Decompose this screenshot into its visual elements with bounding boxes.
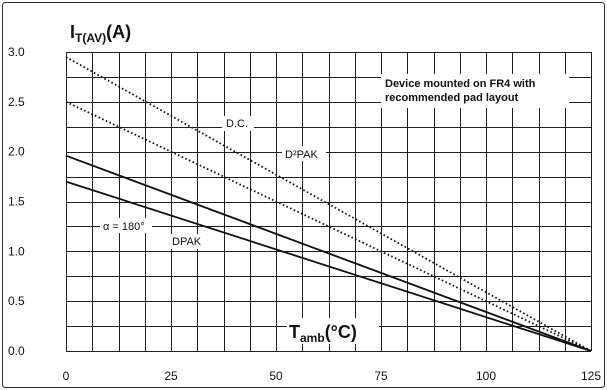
- x-tick-labels: 0 25 50 75 100 125: [63, 369, 602, 383]
- series-line-d-pak: [65, 100, 592, 352]
- x-tick-label: 100: [476, 369, 496, 383]
- y-tick-label: 0.0: [8, 344, 25, 358]
- x-tick-label: 50: [269, 369, 283, 383]
- series-label-bg: [170, 234, 206, 249]
- y-tick-label: 3.0: [8, 45, 25, 59]
- y-tick-labels: 0.0 0.5 1.0 1.5 2.0 2.5 3.0: [8, 45, 25, 358]
- y-tick-label: 1.0: [8, 244, 25, 258]
- x-tick-label: 25: [164, 369, 178, 383]
- x-tick-label: 125: [581, 369, 601, 383]
- x-axis-label-bg: [287, 318, 379, 344]
- y-axis-label: IT(AV)(A): [70, 22, 131, 45]
- y-tick-label: 1.5: [8, 195, 25, 209]
- y-tick-label: 0.5: [8, 294, 25, 308]
- series-label-d2pak: D²PAK: [285, 149, 318, 161]
- series-line-unnamed-2: [65, 154, 592, 352]
- alpha-label-bg: [100, 218, 152, 233]
- mounting-note-line2: recommended pad layout: [385, 92, 519, 104]
- y-tick-label: 2.0: [8, 145, 25, 159]
- grid: [66, 52, 592, 352]
- alpha-label: α = 180°: [103, 221, 145, 233]
- mounting-note-line1: Device mounted on FR4 with: [385, 78, 536, 90]
- series-line-dpak: [65, 180, 592, 352]
- mounting-note-box: [381, 74, 569, 108]
- y-tick-label: 2.5: [8, 95, 25, 109]
- x-axis-label: Tamb(°C): [289, 322, 357, 345]
- series-label-bg: [222, 116, 254, 131]
- x-tick-label: 0: [63, 369, 70, 383]
- series-label-dpak: DPAK: [172, 236, 202, 248]
- series-lines: [65, 56, 592, 352]
- series-label-bg: [282, 146, 326, 161]
- x-tick-label: 75: [374, 369, 388, 383]
- series-line-d-c-: [65, 56, 592, 352]
- series-label-dc: D.C.: [226, 118, 248, 130]
